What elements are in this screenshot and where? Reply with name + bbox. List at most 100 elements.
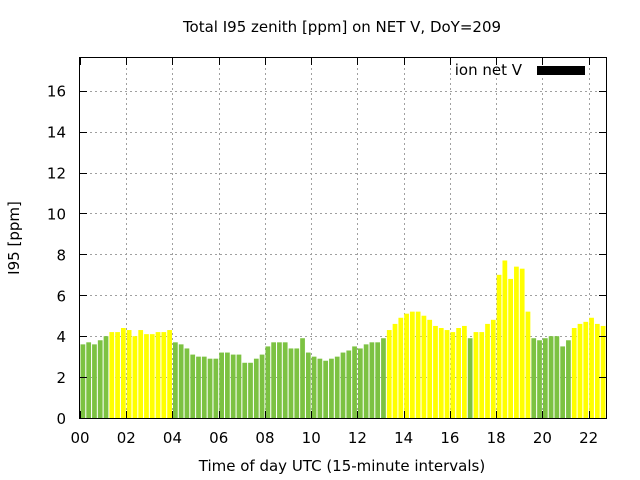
bar: [548, 336, 554, 418]
bar: [132, 336, 138, 418]
bar: [329, 358, 334, 418]
y-tick-label: 14: [47, 124, 66, 142]
bar: [415, 311, 421, 418]
x-tick-label: 22: [579, 429, 598, 447]
bar: [294, 348, 300, 418]
bar: [514, 266, 519, 418]
bar: [444, 330, 450, 418]
bar: [566, 340, 571, 418]
bar: [409, 311, 415, 418]
bar: [375, 342, 381, 418]
legend: ion net V: [455, 61, 585, 79]
bar: [161, 332, 167, 418]
bar: [236, 354, 242, 418]
chart-title: Total I95 zenith [ppm] on NET V, DoY=209: [182, 18, 501, 36]
bar: [490, 319, 496, 418]
bar: [248, 362, 253, 418]
bar: [594, 323, 600, 418]
bar: [167, 330, 172, 418]
bar: [265, 346, 271, 418]
bar: [201, 356, 207, 418]
bar: [583, 321, 589, 418]
x-tick-label: 18: [487, 429, 506, 447]
bar: [97, 340, 103, 418]
x-tick-label: 10: [302, 429, 321, 447]
x-tick-label: 00: [70, 429, 89, 447]
x-tick-labels: 00 02 04 06 08 10 12 14 16 18 20 22: [70, 429, 598, 447]
bar: [508, 278, 513, 418]
bar: [144, 334, 149, 418]
y-tick-label: 0: [56, 410, 66, 428]
bar: [230, 354, 236, 418]
bar: [467, 338, 473, 418]
y-tick-label: 2: [56, 369, 66, 387]
bar: [404, 313, 409, 418]
bar: [92, 344, 97, 418]
y-tick-label: 8: [56, 246, 66, 264]
bar: [357, 348, 363, 418]
bar: [178, 344, 184, 418]
bar: [363, 344, 369, 418]
bar: [537, 340, 542, 418]
bar: [115, 332, 120, 418]
x-tick-label: 02: [117, 429, 136, 447]
y-tick-label: 4: [56, 328, 66, 346]
x-tick-label: 06: [209, 429, 228, 447]
bar: [456, 328, 461, 418]
x-tick-label: 14: [394, 429, 413, 447]
bar: [213, 358, 219, 418]
bar: [438, 328, 444, 418]
bar: [323, 360, 329, 418]
bar: [288, 348, 294, 418]
bar: [311, 356, 317, 418]
bar: [300, 338, 305, 418]
bar: [352, 346, 357, 418]
bar: [398, 317, 404, 418]
bar: [277, 342, 282, 418]
bar: [340, 352, 346, 418]
bar: [305, 352, 311, 418]
bar: [242, 362, 248, 418]
bar: [392, 323, 398, 418]
bar: [462, 325, 467, 418]
bar: [126, 330, 132, 418]
bar: [173, 342, 178, 418]
legend-swatch: [537, 66, 585, 75]
bar: [554, 336, 560, 418]
bar: [542, 338, 548, 418]
bar: [346, 350, 352, 418]
bar-series: [80, 260, 606, 418]
y-tick-label: 10: [47, 205, 66, 223]
bar: [525, 311, 531, 418]
bar: [219, 352, 224, 418]
bar: [427, 319, 433, 418]
bar: [433, 325, 438, 418]
legend-label: ion net V: [455, 61, 523, 79]
bar: [225, 352, 230, 418]
plot-frame: [79, 57, 607, 419]
bar: [317, 358, 323, 418]
bar: [496, 274, 502, 418]
bar: [502, 260, 508, 418]
bar: [421, 315, 427, 418]
bar: [589, 317, 594, 418]
bar: [207, 358, 213, 418]
bar: [138, 330, 144, 418]
bar: [577, 323, 583, 418]
bar: [473, 332, 479, 418]
bar: [103, 336, 109, 418]
bar: [560, 346, 566, 418]
y-tick-label: 16: [47, 83, 66, 101]
bar: [386, 330, 392, 418]
bar: [600, 325, 606, 418]
bar: [334, 356, 340, 418]
bar: [259, 354, 265, 418]
y-tick-labels: 0 2 4 6 8 10 12 14 16: [47, 83, 66, 428]
bar: [109, 332, 115, 418]
bar: [149, 334, 155, 418]
x-tick-label: 20: [533, 429, 552, 447]
x-tick-label: 12: [348, 429, 367, 447]
bar: [86, 342, 92, 418]
y-tick-label: 12: [47, 165, 66, 183]
